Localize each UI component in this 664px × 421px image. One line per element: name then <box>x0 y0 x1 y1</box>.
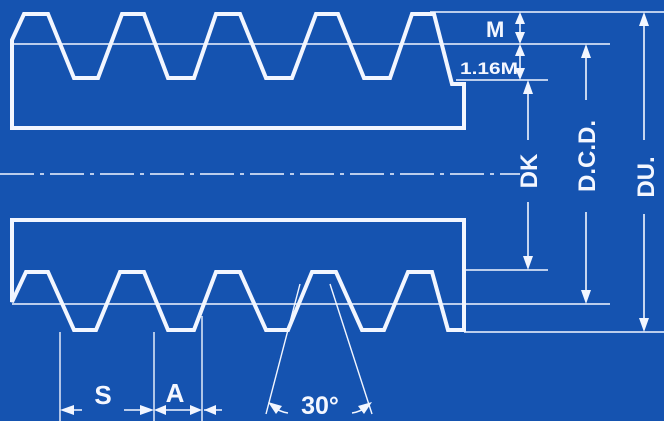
root-diameter-arrow-bottom <box>523 256 533 270</box>
thread-angle-arrow-right <box>358 402 372 414</box>
tooth-thickness-label: S <box>94 380 111 410</box>
root-diameter-label: DK <box>516 153 543 188</box>
addendum-arrow-bottom <box>515 32 525 44</box>
pitch-diameter-arrow-bottom <box>581 290 591 304</box>
outer-diameter-label: DU. <box>633 156 660 197</box>
dedendum-arrow-bottom <box>515 68 525 80</box>
outer-diameter-arrow-bottom <box>639 318 649 332</box>
dedendum-arrow-top <box>515 44 525 56</box>
space-width-arrow-right <box>190 405 202 415</box>
thread-flank-extension-left <box>265 283 301 415</box>
tooth-thickness-arrow-right <box>140 405 154 415</box>
root-diameter-arrow-top <box>523 80 533 94</box>
upper-section-outline <box>10 12 466 130</box>
addendum-label: M <box>486 17 504 42</box>
addendum-arrow-top <box>515 12 525 24</box>
thread-angle-arrow-left <box>268 402 282 414</box>
tooth-thickness-arrow-left <box>60 405 74 415</box>
dedendum-label: 1.16M <box>460 59 518 78</box>
space-width-label: A <box>166 378 185 408</box>
pitch-diameter-label: D.C.D. <box>574 120 601 192</box>
lower-section-outline <box>10 218 466 332</box>
space-width-outer-arrow <box>204 405 216 415</box>
outer-diameter-arrow-top <box>639 12 649 26</box>
thread-flank-extension-right <box>329 283 373 415</box>
space-width-arrow-left <box>154 405 166 415</box>
thread-angle-label: 30° <box>301 392 339 420</box>
pitch-diameter-arrow-top <box>581 44 591 58</box>
